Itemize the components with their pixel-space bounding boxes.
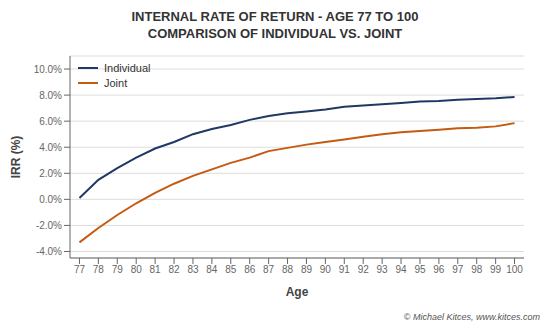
- svg-text:94: 94: [395, 264, 407, 275]
- html-text:Joint: Joint: [104, 76, 128, 89]
- svg-text:80: 80: [131, 264, 143, 275]
- svg-text:90: 90: [320, 264, 332, 275]
- svg-text:82: 82: [168, 264, 180, 275]
- svg-text:100: 100: [506, 264, 523, 275]
- svg-text:78: 78: [93, 264, 105, 275]
- svg-text:97: 97: [452, 264, 464, 275]
- svg-text:86: 86: [244, 264, 256, 275]
- svg-text:88: 88: [282, 264, 294, 275]
- svg-text:77: 77: [74, 264, 86, 275]
- svg-text:4.0%: 4.0%: [39, 142, 62, 153]
- svg-text:10.0%: 10.0%: [34, 64, 62, 75]
- svg-text:81: 81: [150, 264, 162, 275]
- svg-text:87: 87: [263, 264, 275, 275]
- html-text:Individual: Individual: [104, 61, 151, 74]
- svg-text:99: 99: [490, 264, 502, 275]
- svg-text:93: 93: [377, 264, 389, 275]
- svg-text:83: 83: [187, 264, 199, 275]
- svg-text:-4.0%: -4.0%: [36, 246, 62, 257]
- svg-text:92: 92: [358, 264, 370, 275]
- html-text:© Michael Kitces, www.kitces.c: © Michael Kitces, www.kitces.com: [403, 312, 540, 322]
- svg-text:Age: Age: [286, 285, 309, 299]
- svg-text:96: 96: [433, 264, 445, 275]
- svg-text:89: 89: [301, 264, 313, 275]
- svg-text:95: 95: [414, 264, 426, 275]
- svg-text:2.0%: 2.0%: [39, 168, 62, 179]
- svg-text:8.0%: 8.0%: [39, 90, 62, 101]
- svg-text:84: 84: [206, 264, 218, 275]
- svg-text:98: 98: [471, 264, 483, 275]
- html-text:INTERNAL RATE OF RETURN - AGE: INTERNAL RATE OF RETURN - AGE 77 TO 100: [131, 9, 419, 24]
- svg-text:79: 79: [112, 264, 124, 275]
- svg-text:-2.0%: -2.0%: [36, 220, 62, 231]
- svg-text:0.0%: 0.0%: [39, 194, 62, 205]
- svg-text:6.0%: 6.0%: [39, 116, 62, 127]
- svg-text:91: 91: [339, 264, 351, 275]
- html-text:COMPARISON OF INDIVIDUAL VS. J: COMPARISON OF INDIVIDUAL VS. JOINT: [147, 26, 403, 41]
- svg-text:85: 85: [225, 264, 237, 275]
- svg-text:IRR (%): IRR (%): [9, 136, 23, 179]
